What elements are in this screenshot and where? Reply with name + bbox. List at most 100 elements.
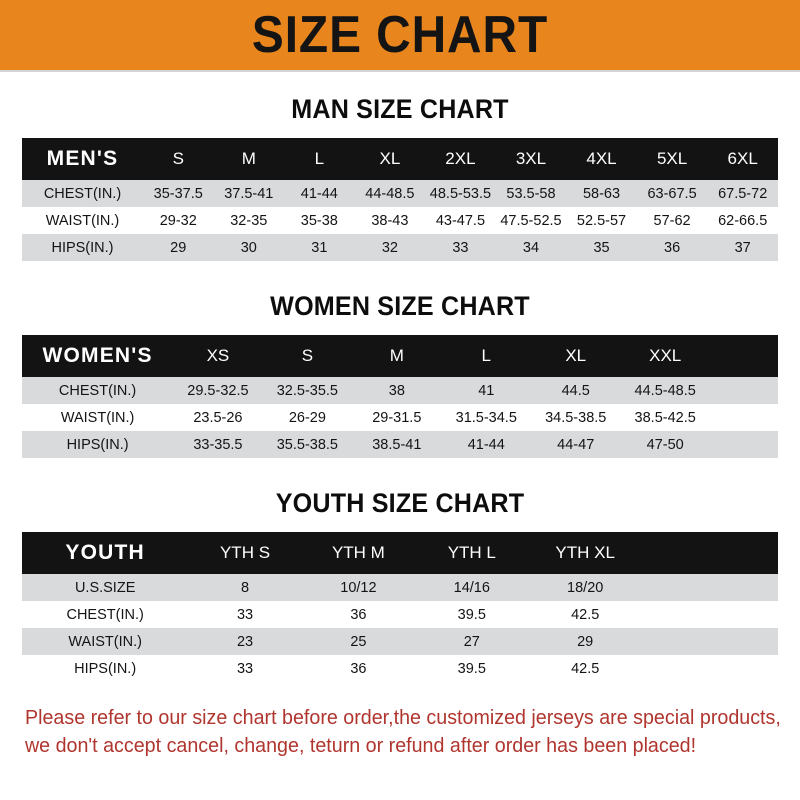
spacer — [0, 682, 800, 704]
measurement-value: 18/20 — [528, 574, 642, 601]
measurement-value: 10/12 — [301, 574, 416, 601]
size-column-header: YTH XL — [528, 532, 642, 574]
measurement-value: 32.5-35.5 — [262, 377, 353, 404]
measurement-label: CHEST(IN.) — [22, 377, 174, 404]
youth-size-table: YOUTH YTH S YTH M YTH L YTH XL U.S.SIZE 8 10/12… — [22, 532, 778, 682]
measurement-value: 35-38 — [284, 207, 355, 234]
measurement-label: WAIST(IN.) — [22, 628, 189, 655]
row-filler-cell — [641, 655, 778, 682]
measurement-value: 23 — [188, 628, 302, 655]
women-chart-block: WOMEN'S XS S M L XL XXL CHEST(IN.) 29.5-32.5 32.5… — [0, 335, 800, 458]
page-banner: SIZE CHART — [0, 0, 800, 72]
men-corner-label: MEN'S — [22, 138, 143, 180]
measurement-value: 34 — [495, 234, 567, 261]
size-column-header: YTH S — [188, 532, 302, 574]
measurement-value: 37 — [707, 234, 778, 261]
row-filler-cell — [641, 574, 778, 601]
table-row: WAIST(IN.) 23.5-26 26-29 29-31.5 31.5-34.5 34… — [22, 404, 778, 431]
measurement-value: 44-48.5 — [354, 180, 426, 207]
table-row: U.S.SIZE 8 10/12 14/16 18/20 — [22, 574, 778, 601]
youth-chart-block: YOUTH YTH S YTH M YTH L YTH XL U.S.SIZE 8 10/12… — [0, 532, 800, 682]
measurement-value: 29 — [142, 234, 214, 261]
banner-title: SIZE CHART — [251, 6, 549, 64]
size-column-header: 3XL — [495, 138, 567, 180]
measurement-value: 44-47 — [531, 431, 621, 458]
measurement-value: 29-31.5 — [352, 404, 442, 431]
measurement-value: 27 — [415, 628, 529, 655]
table-row: HIPS(IN.) 33-35.5 35.5-38.5 38.5-41 41-44 44-… — [22, 431, 778, 458]
measurement-value: 39.5 — [415, 601, 529, 628]
size-column-header: M — [213, 138, 285, 180]
size-column-header: S — [142, 138, 214, 180]
measurement-value: 33 — [188, 655, 302, 682]
spacer — [0, 124, 800, 138]
spacer — [0, 458, 800, 488]
measurement-value: 63-67.5 — [636, 180, 708, 207]
women-header-row: WOMEN'S XS S M L XL XXL — [22, 335, 778, 377]
measurement-value: 53.5-58 — [495, 180, 567, 207]
size-column-header: L — [284, 138, 355, 180]
size-column-header: 6XL — [707, 138, 778, 180]
measurement-label: HIPS(IN.) — [22, 431, 174, 458]
men-section-title: MAN SIZE CHART — [291, 94, 509, 124]
measurement-value: 37.5-41 — [213, 180, 285, 207]
table-row: HIPS(IN.) 33 36 39.5 42.5 — [22, 655, 778, 682]
measurement-label: CHEST(IN.) — [22, 601, 189, 628]
measurement-value: 8 — [188, 574, 302, 601]
measurement-label: WAIST(IN.) — [22, 404, 174, 431]
size-column-header: XL — [354, 138, 426, 180]
measurement-value: 36 — [301, 655, 416, 682]
measurement-value: 33-35.5 — [173, 431, 263, 458]
measurement-value: 34.5-38.5 — [531, 404, 621, 431]
measurement-value: 29 — [528, 628, 642, 655]
size-column-header: YTH L — [415, 532, 529, 574]
measurement-value: 58-63 — [566, 180, 637, 207]
spacer — [0, 72, 800, 94]
measurement-label: CHEST(IN.) — [22, 180, 143, 207]
measurement-value: 47.5-52.5 — [495, 207, 567, 234]
measurement-value: 14/16 — [415, 574, 529, 601]
size-column-header: XXL — [620, 335, 710, 377]
measurement-value: 38-43 — [354, 207, 426, 234]
size-column-header: M — [352, 335, 442, 377]
size-column-header: XS — [173, 335, 263, 377]
disclaimer-line-1: Please refer to our size chart before or… — [24, 706, 781, 729]
measurement-value: 26-29 — [262, 404, 353, 431]
measurement-value: 32-35 — [213, 207, 285, 234]
youth-section-title: YOUTH SIZE CHART — [275, 488, 525, 518]
row-filler-cell — [641, 628, 778, 655]
row-filler-cell — [709, 404, 778, 431]
measurement-value: 30 — [213, 234, 285, 261]
size-column-header: 2XL — [425, 138, 496, 180]
measurement-value: 32 — [354, 234, 426, 261]
measurement-value: 35-37.5 — [142, 180, 214, 207]
measurement-value: 42.5 — [528, 655, 642, 682]
men-size-table: MEN'S S M L XL 2XL 3XL 4XL 5XL 6XL CHEST(IN.) 35-37… — [22, 138, 778, 261]
measurement-value: 47-50 — [620, 431, 710, 458]
row-filler-cell — [641, 601, 778, 628]
size-column-header: L — [441, 335, 531, 377]
table-row: WAIST(IN.) 29-32 32-35 35-38 38-43 43-47.5 47.… — [22, 207, 778, 234]
measurement-value: 44.5-48.5 — [620, 377, 710, 404]
measurement-value: 35 — [566, 234, 637, 261]
disclaimer-line-2: we don't accept cancel, change, teturn o… — [24, 734, 697, 757]
spacer — [0, 518, 800, 532]
measurement-label: WAIST(IN.) — [22, 207, 143, 234]
measurement-value: 23.5-26 — [173, 404, 263, 431]
header-filler-cell — [709, 335, 778, 377]
size-column-header: 4XL — [566, 138, 637, 180]
measurement-value: 44.5 — [531, 377, 621, 404]
measurement-value: 48.5-53.5 — [425, 180, 496, 207]
size-column-header: XL — [531, 335, 621, 377]
table-row: HIPS(IN.) 29 30 31 32 33 34 35 36 37 — [22, 234, 778, 261]
measurement-value: 33 — [188, 601, 302, 628]
table-row: CHEST(IN.) 35-37.5 37.5-41 41-44 44-48.5 48.5… — [22, 180, 778, 207]
youth-header-row: YOUTH YTH S YTH M YTH L YTH XL — [22, 532, 778, 574]
measurement-value: 41-44 — [284, 180, 355, 207]
measurement-value: 38.5-41 — [352, 431, 442, 458]
measurement-value: 57-62 — [636, 207, 708, 234]
measurement-value: 41 — [441, 377, 531, 404]
women-section-title: WOMEN SIZE CHART — [270, 291, 530, 321]
measurement-label: HIPS(IN.) — [22, 655, 189, 682]
